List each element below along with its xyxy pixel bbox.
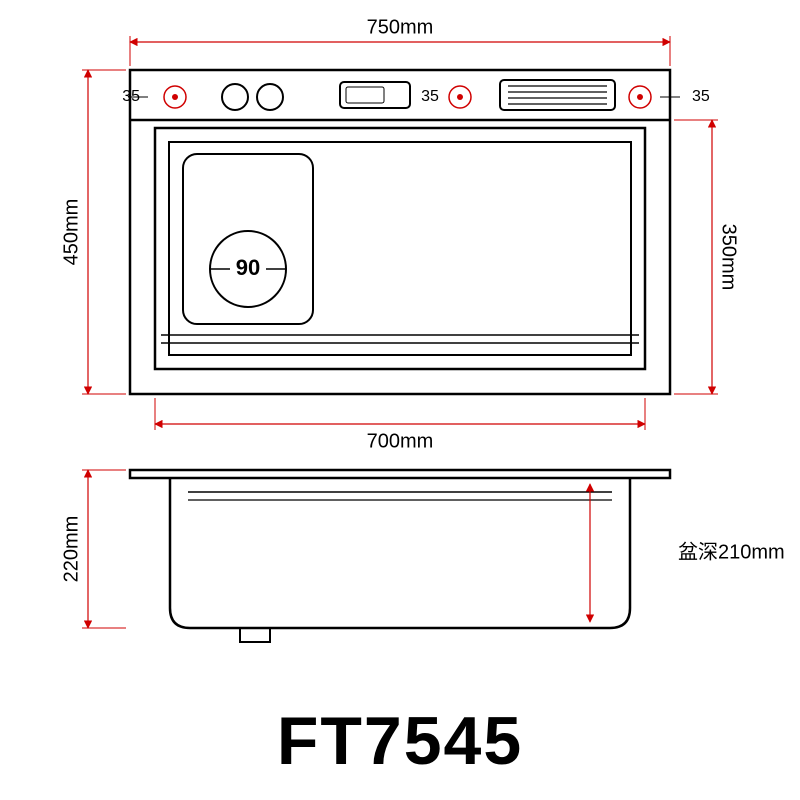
svg-text:35: 35 [421, 88, 439, 105]
side-view [130, 470, 670, 642]
svg-text:450mm: 450mm [60, 199, 82, 266]
svg-text:220mm: 220mm [60, 516, 82, 583]
svg-text:90: 90 [236, 255, 260, 280]
svg-text:350mm: 350mm [718, 224, 740, 291]
svg-text:700mm: 700mm [367, 430, 434, 452]
top-view [130, 70, 670, 394]
svg-text:750mm: 750mm [367, 16, 434, 38]
model-number: FT7545 [0, 702, 800, 780]
svg-text:盆深210mm: 盆深210mm [678, 540, 785, 563]
svg-text:35: 35 [692, 88, 710, 105]
